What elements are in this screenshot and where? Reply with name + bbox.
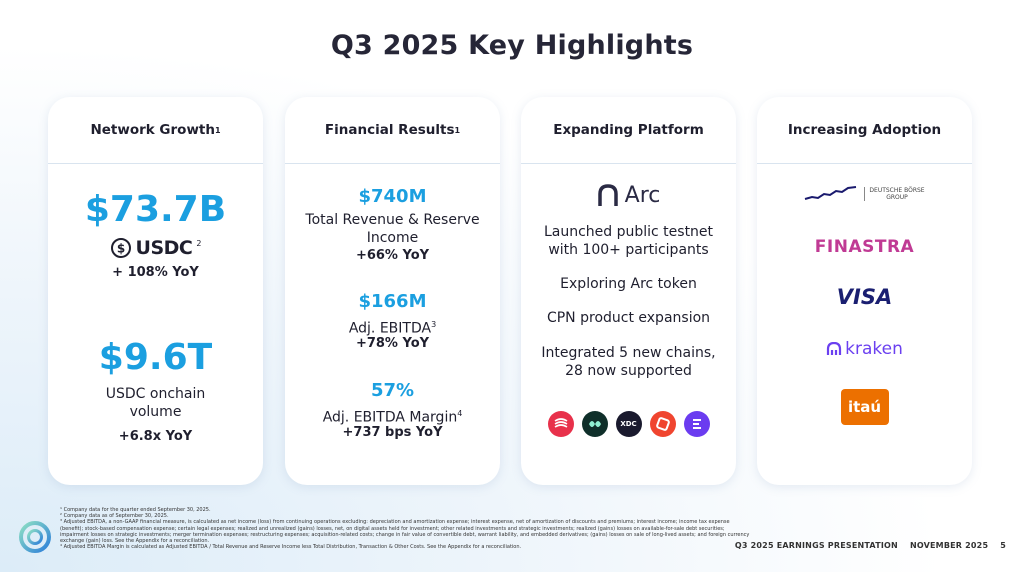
- margin-growth: +737 bps YoY: [342, 425, 443, 440]
- chain-icons: XDC: [521, 411, 736, 437]
- deutsche-borse-wave-icon: [805, 186, 857, 200]
- label-line: Income: [366, 230, 419, 246]
- revenue-value: $740M: [358, 186, 427, 207]
- card-header: Expanding Platform: [521, 97, 736, 164]
- usdc-circulation-value: $73.7B: [84, 189, 227, 230]
- volume-growth: +6.8x YoY: [118, 429, 193, 444]
- usdc-coin-icon: $: [110, 238, 131, 258]
- card-title: Network Growth: [90, 122, 215, 138]
- kraken-icon: [827, 342, 842, 355]
- platform-item: CPN product expansion: [546, 310, 711, 326]
- label-line: with 100+ participants: [548, 242, 709, 258]
- presentation-name: Q3 2025 EARNINGS PRESENTATION: [734, 541, 898, 550]
- arc-icon: [597, 183, 618, 206]
- visa-logo: VISA: [836, 285, 893, 309]
- onchain-volume-label: USDC onchain volume: [48, 385, 263, 421]
- footnote: ³ Adjusted EBITDA, a non-GAAP financial …: [60, 519, 750, 545]
- footer: Q3 2025 EARNINGS PRESENTATION NOVEMBER 2…: [735, 541, 1006, 550]
- footnote: ¹ Company data for the quarter ended Sep…: [60, 507, 211, 513]
- onchain-volume-value: $9.6T: [98, 337, 213, 378]
- footnote-ref: 2: [196, 239, 202, 248]
- increasing-adoption-card: Increasing Adoption DEUTSCHE BÖRSE GROUP…: [757, 97, 972, 485]
- margin-label: Adj. EBITDA Margin4: [285, 405, 500, 427]
- ebitda-label: Adj. EBITDA3: [285, 316, 500, 338]
- kraken-logo: kraken: [757, 339, 972, 359]
- platform-item: Integrated 5 new chains, 28 now supporte…: [521, 344, 736, 380]
- card-header: Network Growth 1: [48, 97, 263, 164]
- card-title: Financial Results: [324, 122, 455, 138]
- page-title: Q3 2025 Key Highlights: [330, 30, 694, 61]
- label-line: Total Revenue & Reserve: [305, 212, 480, 228]
- label-line: Launched public testnet: [543, 224, 714, 240]
- footnote: ⁴ Adjusted EBITDA Margin is calculated a…: [60, 544, 522, 551]
- label-line: 28 now supported: [565, 363, 692, 379]
- footnote: ² Company data as of September 30, 2025.: [60, 513, 169, 520]
- circle-logo-icon: [19, 521, 51, 553]
- deutsche-borse-logo: DEUTSCHE BÖRSE GROUP: [757, 185, 972, 203]
- label-text: Adj. EBITDA Margin: [322, 409, 458, 426]
- hyperliquid-icon: [581, 411, 608, 437]
- footnote-ref: 3: [431, 320, 437, 329]
- itau-badge: itaú: [840, 389, 889, 425]
- financial-results-card: Financial Results 1 $740M Total Revenue &…: [285, 97, 500, 485]
- finastra-logo: FINASTRA: [814, 237, 915, 257]
- footnotes: ¹ Company data for the quarter ended Sep…: [60, 507, 750, 550]
- card-header: Financial Results 1: [285, 97, 500, 164]
- footnote-ref: 1: [214, 125, 221, 135]
- ebitda-growth: +78% YoY: [355, 336, 430, 351]
- xdc-text: XDC: [620, 420, 637, 428]
- itau-logo: itaú: [757, 389, 972, 425]
- platform-item: Exploring Arc token: [560, 276, 697, 292]
- svg-text:$: $: [116, 242, 124, 256]
- label-line: Integrated 5 new chains,: [541, 345, 716, 361]
- sei-icon: [547, 411, 574, 437]
- card-title: Increasing Adoption: [787, 122, 942, 138]
- label-line: volume: [129, 404, 182, 420]
- usdc-growth: + 108% YoY: [112, 265, 199, 280]
- kraken-text: kraken: [845, 339, 903, 359]
- linea-icon: [683, 411, 710, 437]
- usdc-logo: $ USDC 2: [48, 237, 263, 259]
- ebitda-value: $166M: [358, 291, 427, 312]
- margin-value: 57%: [370, 380, 415, 401]
- presentation-date: NOVEMBER 2025: [909, 541, 989, 550]
- expanding-platform-card: Expanding Platform Arc Launched public t…: [521, 97, 736, 485]
- footnote-ref: 1: [454, 125, 461, 135]
- card-header: Increasing Adoption: [757, 97, 972, 164]
- usdc-label: USDC: [135, 237, 193, 259]
- revenue-label: Total Revenue & Reserve Income: [285, 211, 500, 247]
- arc-label: Arc: [624, 183, 661, 208]
- arc-logo: Arc: [521, 183, 736, 208]
- label-line: GROUP: [886, 194, 908, 201]
- network-growth-card: Network Growth 1 $73.7B $ USDC 2 + 108% Y…: [48, 97, 263, 485]
- platform-item: Launched public testnet with 100+ partic…: [521, 223, 736, 259]
- label-line: DEUTSCHE BÖRSE: [869, 187, 925, 194]
- revenue-growth: +66% YoY: [355, 248, 430, 263]
- footnote-ref: 4: [457, 409, 463, 418]
- deutsche-borse-text: DEUTSCHE BÖRSE GROUP: [864, 187, 925, 201]
- card-title: Expanding Platform: [553, 122, 704, 138]
- xdc-icon: XDC: [615, 411, 642, 437]
- label-text: Adj. EBITDA: [348, 320, 432, 337]
- page-number: 5: [1000, 541, 1006, 550]
- label-line: USDC onchain: [105, 386, 206, 402]
- plume-icon: [649, 411, 676, 437]
